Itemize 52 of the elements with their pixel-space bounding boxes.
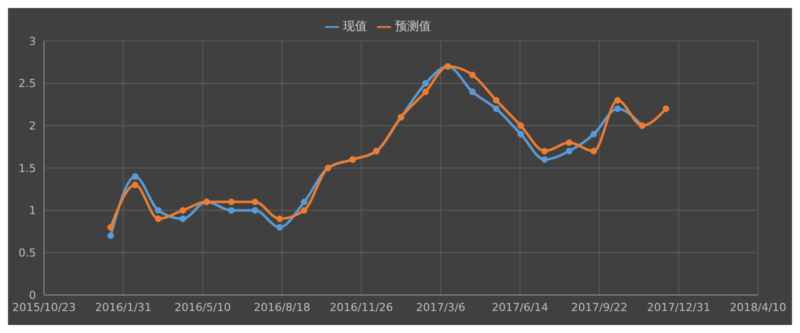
y-tick-label: 1.5: [18, 162, 36, 175]
point: [252, 198, 258, 206]
point: [590, 148, 598, 154]
point: [492, 97, 500, 104]
point: [276, 224, 283, 231]
point: [228, 207, 234, 214]
legend-label: 现值: [343, 19, 367, 33]
y-tick-label: 0: [29, 288, 36, 302]
y-tick-label: 2.5: [18, 77, 36, 90]
point: [422, 88, 429, 96]
point: [590, 130, 598, 138]
point: [107, 232, 114, 239]
point: [614, 105, 621, 112]
y-tick-label: 0.5: [18, 246, 36, 260]
point: [132, 173, 138, 180]
point: [469, 88, 476, 96]
point: [614, 97, 621, 104]
y-tick-label: 2: [29, 120, 36, 133]
x-tick-label: 2017/3/6: [416, 300, 466, 314]
x-tick-label: 2015/10/23: [12, 300, 76, 314]
x-tick-label: 2017/6/14: [492, 300, 548, 314]
point: [422, 80, 429, 87]
y-tick-label: 3: [29, 34, 36, 48]
point: [518, 122, 524, 129]
point: [107, 224, 114, 231]
point: [469, 72, 476, 78]
point: [180, 216, 186, 222]
x-tick-label: 2016/8/18: [254, 300, 310, 314]
x-tick-label: 2018/4/10: [730, 300, 786, 314]
point: [180, 207, 186, 214]
point: [154, 207, 162, 214]
point: [252, 207, 258, 214]
x-tick-label: 2016/11/26: [330, 300, 394, 314]
x-tick-label: 2016/1/31: [95, 300, 152, 314]
point: [566, 148, 572, 154]
point: [518, 130, 524, 138]
x-tick-label: 2017/12/31: [646, 300, 710, 314]
point: [541, 156, 548, 163]
y-tick-label: 1: [29, 204, 36, 218]
point: [662, 105, 670, 112]
x-tick-label: 2017/9/22: [571, 300, 628, 314]
point: [566, 139, 572, 146]
legend-label: 预测值: [395, 19, 431, 33]
point: [541, 148, 548, 154]
point: [276, 216, 283, 222]
point: [132, 182, 138, 188]
point: [154, 216, 162, 222]
point: [300, 207, 308, 214]
x-tick-label: 2016/5/10: [174, 300, 231, 314]
point: [300, 198, 308, 206]
point: [228, 198, 234, 206]
point: [492, 105, 500, 112]
